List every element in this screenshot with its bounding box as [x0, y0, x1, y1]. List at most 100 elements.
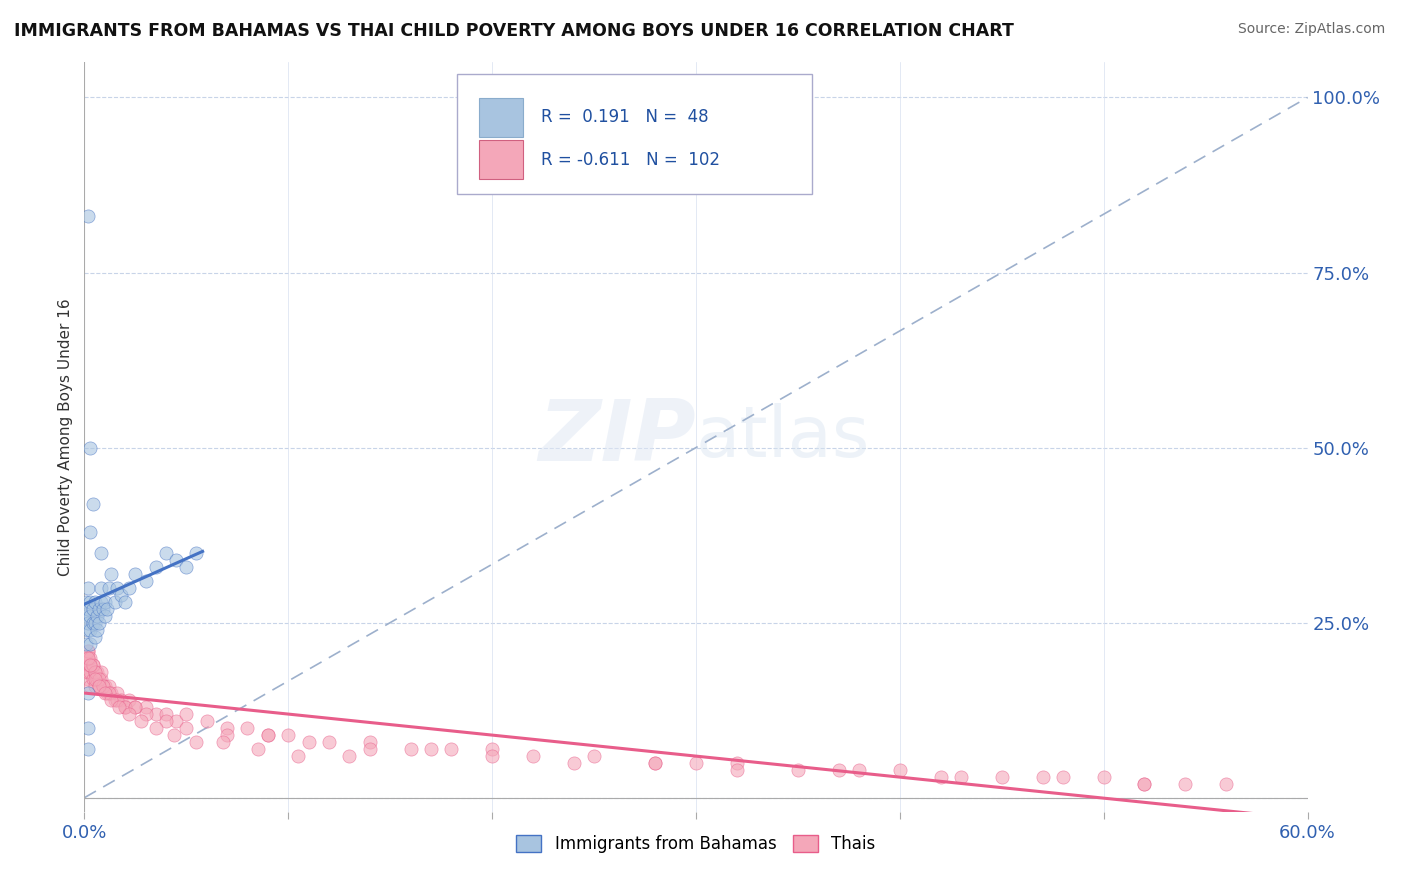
Point [725, 763, 748, 777]
FancyBboxPatch shape [457, 74, 813, 194]
Point [287, 748, 309, 763]
Point [108, 699, 131, 714]
Point [155, 546, 177, 560]
Point [77, 623, 100, 637]
Point [481, 741, 503, 756]
Point [77, 672, 100, 686]
Point [79, 623, 101, 637]
Point [131, 714, 153, 728]
Point [97, 679, 120, 693]
Point [77, 686, 100, 700]
Point [163, 728, 186, 742]
Point [1052, 770, 1074, 784]
Point [77, 741, 100, 756]
Point [114, 699, 136, 714]
Point [828, 763, 851, 777]
Point [277, 728, 299, 742]
Point [93, 686, 115, 700]
Point [90, 546, 112, 560]
Point [318, 734, 340, 748]
Point [90, 594, 112, 608]
Point [725, 756, 748, 770]
Point [135, 706, 157, 721]
Point [174, 706, 197, 721]
Point [562, 756, 585, 770]
Point [950, 770, 973, 784]
Point [82, 672, 104, 686]
Point [1133, 777, 1156, 791]
Point [217, 728, 239, 742]
Point [339, 748, 361, 763]
Point [86, 623, 108, 637]
Point [105, 581, 128, 595]
Point [82, 657, 104, 672]
Text: IMMIGRANTS FROM BAHAMAS VS THAI CHILD POVERTY AMONG BOYS UNDER 16 CORRELATION CH: IMMIGRANTS FROM BAHAMAS VS THAI CHILD PO… [14, 22, 1014, 40]
Point [77, 650, 100, 665]
Point [1032, 770, 1054, 784]
Text: atlas: atlas [696, 402, 870, 472]
Point [118, 706, 141, 721]
Point [75, 594, 97, 608]
Point [100, 686, 122, 700]
Point [124, 566, 146, 581]
Point [155, 714, 177, 728]
Point [848, 763, 870, 777]
Point [399, 741, 422, 756]
Point [174, 721, 197, 735]
Point [105, 686, 128, 700]
Point [77, 601, 100, 615]
Point [77, 665, 100, 679]
Point [97, 686, 120, 700]
Point [104, 692, 127, 706]
Point [75, 657, 97, 672]
Point [889, 763, 911, 777]
Point [82, 601, 104, 615]
Point [90, 665, 112, 679]
Point [118, 692, 141, 706]
Point [96, 601, 118, 615]
Point [1133, 777, 1156, 791]
Point [186, 546, 208, 560]
Point [257, 728, 280, 742]
Point [90, 581, 112, 595]
Point [440, 741, 463, 756]
Point [77, 643, 100, 657]
Point [359, 741, 381, 756]
Point [75, 650, 97, 665]
Point [257, 728, 280, 742]
Point [145, 721, 167, 735]
Point [212, 734, 235, 748]
Point [77, 643, 100, 657]
Text: Source: ZipAtlas.com: Source: ZipAtlas.com [1237, 22, 1385, 37]
Point [87, 679, 110, 693]
Point [195, 714, 218, 728]
Text: R =  0.191   N =  48: R = 0.191 N = 48 [541, 108, 709, 126]
Point [87, 679, 110, 693]
Point [79, 657, 101, 672]
Point [114, 594, 136, 608]
Point [420, 741, 443, 756]
Point [174, 559, 197, 574]
FancyBboxPatch shape [479, 97, 523, 136]
Point [110, 692, 132, 706]
Point [114, 699, 136, 714]
Point [124, 699, 146, 714]
Point [1092, 770, 1115, 784]
Point [79, 679, 101, 693]
Point [79, 441, 101, 455]
Point [97, 581, 120, 595]
Point [96, 686, 118, 700]
Point [83, 665, 105, 679]
Point [77, 650, 100, 665]
Point [83, 679, 105, 693]
Point [359, 734, 381, 748]
Point [155, 706, 177, 721]
Point [105, 692, 128, 706]
Point [100, 692, 122, 706]
Point [104, 594, 127, 608]
Point [135, 699, 157, 714]
Point [75, 665, 97, 679]
Point [522, 748, 544, 763]
Text: ZIP: ZIP [538, 395, 696, 479]
Point [83, 630, 105, 644]
